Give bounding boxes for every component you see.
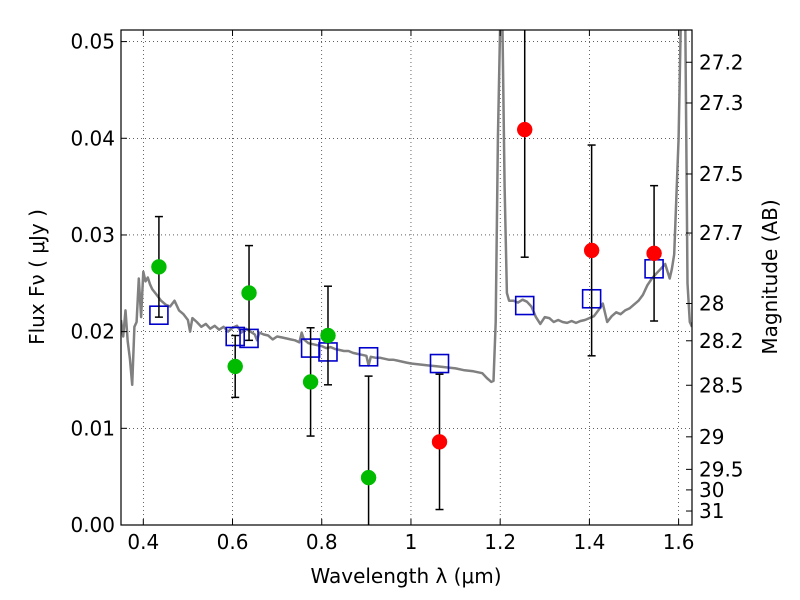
- mag-tick-label: 28.5: [699, 373, 744, 397]
- y-axis-label: Flux Fν ( μJy ): [25, 209, 49, 345]
- observed-point-green: [320, 327, 336, 344]
- x-axis-label: Wavelength λ (μm): [310, 564, 501, 588]
- observed-point-green: [227, 358, 243, 375]
- y-tick-label: 0.01: [70, 416, 115, 440]
- observed-point-red: [646, 245, 662, 262]
- y-tick-label: 0.02: [70, 320, 115, 344]
- mag-tick-label: 28.2: [699, 329, 744, 353]
- model-sed-line: [121, 30, 692, 387]
- x-tick-label: 0.6: [217, 530, 249, 554]
- mag-tick-label: 27.7: [699, 221, 744, 245]
- mag-tick-label: 28: [699, 292, 724, 316]
- observed-point-green: [302, 374, 319, 390]
- plot-area: [121, 30, 692, 525]
- observed-point-red: [583, 242, 600, 259]
- mag-tick-label: 30: [699, 478, 724, 502]
- observed-point-red: [516, 121, 533, 138]
- observed-point-green: [151, 259, 167, 275]
- observed-point-red: [431, 434, 448, 450]
- model-flux-square: [429, 353, 450, 374]
- mag-tick-label: 29: [699, 425, 724, 449]
- mag-tick-label: 27.5: [699, 162, 744, 186]
- y-tick-label: 0.04: [70, 126, 115, 150]
- mag-tick-label: 29.5: [699, 457, 744, 481]
- x-tick-label: 1: [405, 530, 418, 554]
- y-tick-label: 0.05: [70, 30, 115, 54]
- model-flux-square: [358, 346, 379, 367]
- mag-tick-label: 31: [699, 499, 724, 523]
- mag-tick-label: 27.2: [699, 50, 744, 74]
- plot-frame: [120, 29, 693, 526]
- x-tick-label: 0.4: [127, 530, 159, 554]
- model-flux-square: [514, 295, 535, 316]
- x-tick-label: 1.2: [484, 530, 516, 554]
- mag-tick-label: 27.3: [699, 91, 744, 115]
- grid-lines: [121, 30, 692, 525]
- x-tick-label: 1.6: [663, 530, 695, 554]
- x-tick-label: 1.4: [573, 530, 605, 554]
- y2-axis-label: Magnitude (AB): [758, 199, 782, 354]
- axes: 0.4 0.6 0.8 1 1.2 1.4 1.6 0.00 0.01 0.02 0.03 0.04 0…: [70, 30, 743, 554]
- x-tick-label: 0.8: [306, 530, 338, 554]
- observed-point-green: [360, 469, 377, 486]
- observed-point-green: [241, 285, 257, 301]
- y-tick-label: 0.03: [70, 223, 115, 247]
- y-tick-label: 0.00: [70, 513, 115, 537]
